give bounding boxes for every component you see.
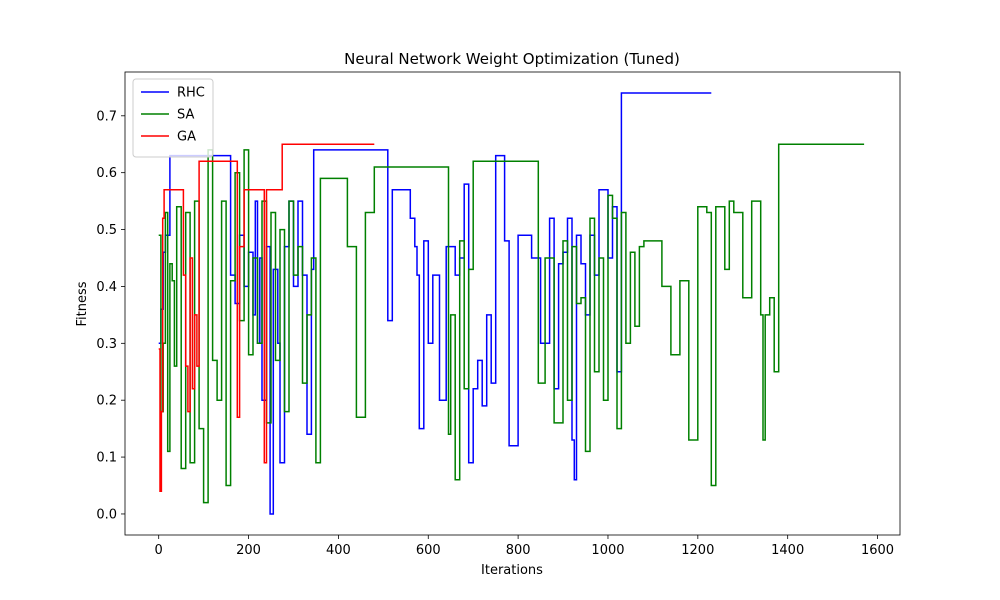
legend: RHC SA GA [132, 78, 214, 158]
plot-frame [124, 71, 901, 536]
axes-layer: 0 200 400 600 800 1000 1200 1400 1600 0.0 0.1 0.2 0.… [96, 71, 901, 558]
x-tick-label: 200 [236, 543, 261, 558]
x-tick-label: 1200 [681, 543, 714, 558]
x-tick-label: 1400 [771, 543, 804, 558]
series-layer [158, 92, 865, 515]
x-tick-label: 1000 [591, 543, 624, 558]
x-tick-label: 800 [506, 543, 531, 558]
y-tick-label: 0.5 [96, 223, 117, 238]
x-tick-label: 600 [416, 543, 441, 558]
legend-label-ga: GA [177, 130, 196, 145]
legend-box [132, 78, 214, 158]
x-tick-label: 400 [326, 543, 351, 558]
chart-title: Neural Network Weight Optimization (Tune… [344, 50, 680, 68]
y-tick-label: 0.0 [96, 507, 117, 522]
y-tick-label: 0.4 [96, 280, 117, 295]
x-tick-label: 1600 [861, 543, 894, 558]
x-axis-label: Iterations [481, 563, 543, 578]
y-tick-label: 0.6 [96, 166, 117, 181]
y-tick-label: 0.1 [96, 451, 117, 466]
series-line-ga [158, 143, 375, 492]
y-tick-label: 0.2 [96, 394, 117, 409]
series-line-sa [158, 143, 865, 504]
legend-label-sa: SA [177, 108, 194, 123]
series-line-rhc [158, 92, 712, 515]
y-tick-label: 0.7 [96, 109, 117, 124]
x-tick-label: 0 [155, 543, 163, 558]
y-axis-label: Fitness [75, 281, 90, 326]
legend-label-rhc: RHC [177, 86, 205, 101]
y-tick-label: 0.3 [96, 337, 117, 352]
